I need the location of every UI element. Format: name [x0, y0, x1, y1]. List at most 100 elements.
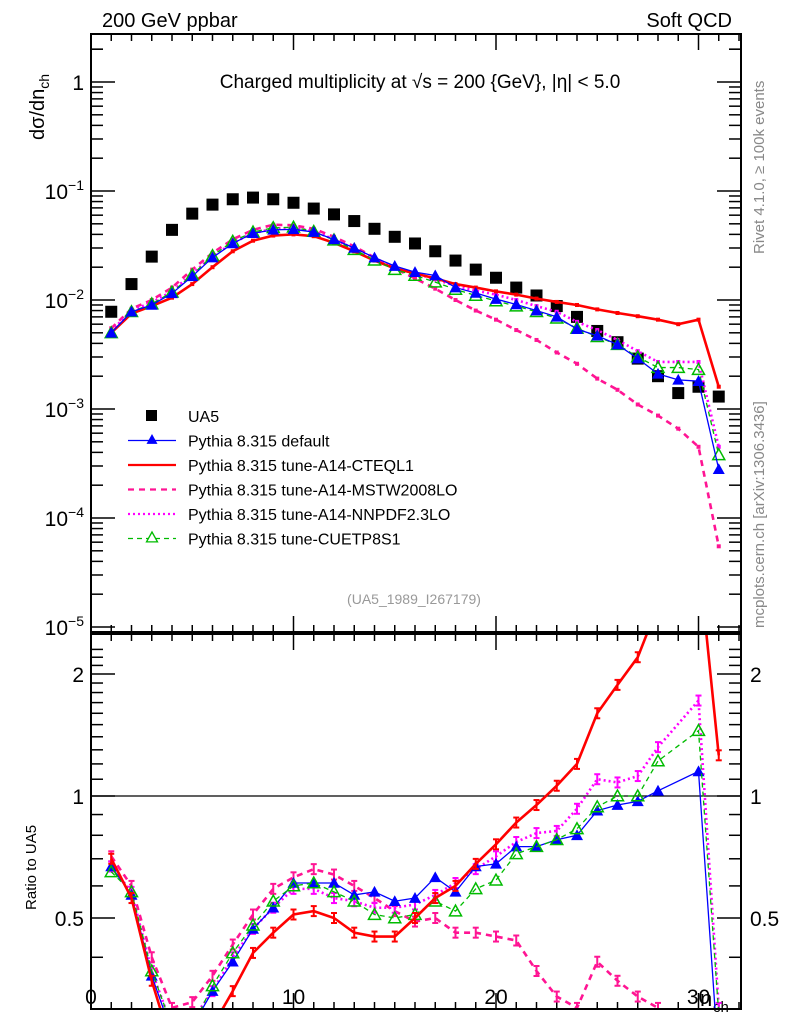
y-tick-label-left: 1 — [72, 786, 84, 809]
data-point-triangle — [125, 305, 138, 317]
ratio-line-1 — [110, 635, 721, 1008]
x-tick-label: 20 — [484, 986, 507, 1009]
ratio-line-0 — [110, 770, 716, 1008]
data-point-triangle — [368, 251, 381, 263]
data-point — [413, 276, 417, 281]
ratio-point-triangle-open — [265, 893, 281, 907]
ua5-data-point — [469, 263, 482, 276]
data-point — [251, 238, 255, 243]
y-tick-label-right: 2 — [750, 664, 762, 687]
data-point-triangle — [429, 269, 442, 281]
ratio-series-group — [103, 635, 722, 1008]
data-point-triangle — [166, 287, 178, 299]
data-point — [595, 307, 600, 312]
data-point — [716, 384, 721, 389]
ua5-data-point — [166, 223, 178, 236]
header-left-label: 200 GeV ppbar — [102, 10, 238, 32]
x-tick-label: 30 — [687, 986, 710, 1009]
data-point — [635, 314, 640, 319]
data-point-triangle — [652, 367, 664, 379]
data-point — [514, 328, 519, 333]
ratio-line-2 — [110, 855, 661, 1008]
data-point-triangle — [611, 338, 624, 350]
legend-label: UA5 — [188, 409, 219, 426]
ratio-point-triangle-open — [691, 723, 706, 737]
ua5-data-point — [490, 271, 502, 284]
ua5-data-point — [672, 387, 685, 400]
legend-marker-triangle — [146, 434, 158, 444]
data-point-triangle — [571, 323, 583, 334]
reference-label: (UA5_1989_I267179) — [347, 591, 481, 607]
ratio-point-triangle — [611, 799, 624, 810]
ratio-point-triangle — [368, 885, 381, 897]
ua5-data-point — [307, 202, 320, 215]
data-point — [635, 402, 640, 407]
ratio-point-triangle — [571, 829, 583, 841]
ratio-point-triangle-open — [326, 884, 342, 898]
ratio-point-triangle-open — [448, 903, 463, 917]
data-point-triangle-open — [427, 274, 443, 288]
data-point-triangle — [469, 286, 482, 298]
data-point-triangle — [287, 223, 300, 235]
ratio-point-triangle-open — [589, 799, 605, 813]
series-line-2 — [110, 233, 720, 388]
ua5-data-point — [409, 237, 421, 250]
y-tick-label: 10−1 — [45, 177, 85, 204]
x-axis-label: n ch — [700, 986, 729, 1016]
data-point — [716, 544, 721, 549]
ratio-point-triangle — [226, 955, 239, 967]
ratio-point-triangle — [652, 784, 664, 796]
ua5-data-point — [105, 305, 118, 318]
legend-label: Pythia 8.315 tune-CUETP8S1 — [188, 532, 401, 549]
ua5-data-point — [449, 254, 462, 267]
y-tick-label: 10−2 — [45, 286, 85, 313]
ratio-line-3 — [110, 697, 721, 1008]
ratio-point-triangle-open — [508, 846, 524, 860]
data-point-triangle — [267, 223, 280, 235]
main-title: Charged multiplicity at √s = 200 {GeV}, … — [220, 72, 621, 93]
ratio-point-triangle-open — [387, 910, 403, 924]
ratio-point-triangle-open — [549, 832, 565, 846]
data-point-triangle — [247, 227, 259, 239]
data-point-triangle — [105, 326, 118, 338]
legend-marker-triangle-open — [145, 530, 159, 543]
ratio-line-4 — [110, 729, 719, 1008]
data-point-triangle — [631, 352, 644, 364]
ua5-data-point — [125, 278, 138, 291]
ratio-point-triangle-open — [569, 821, 585, 835]
data-point-triangle — [388, 260, 401, 271]
ratio-point-triangle-open — [103, 864, 119, 878]
legend: UA5 Pythia 8.315 default Pythia 8.315 tune… — [128, 409, 457, 549]
ratio-point-triangle — [429, 871, 442, 883]
data-point — [615, 310, 620, 315]
svg-text:n: n — [700, 986, 712, 1011]
data-point — [534, 337, 539, 342]
data-point-triangle — [328, 233, 340, 245]
data-point-triangle — [490, 293, 502, 304]
ua5-data-point — [348, 215, 361, 228]
ua5-data-point — [287, 196, 300, 209]
y-tick-label-right: 0.5 — [750, 908, 779, 931]
data-point-triangle — [409, 266, 421, 277]
data-point — [554, 350, 559, 355]
data-point — [676, 426, 681, 431]
data-point-triangle — [692, 375, 705, 386]
ratio-point-triangle — [490, 857, 502, 869]
ua5-data-point — [510, 281, 523, 294]
ua5-data-point — [712, 390, 725, 403]
ratio-point-triangle-open — [346, 893, 362, 907]
ratio-point-triangle — [409, 892, 421, 903]
legend-label: Pythia 8.315 tune-A14-CTEQL1 — [188, 458, 414, 475]
legend-label: Pythia 8.315 tune-A14-NNPDF2.3LO — [188, 507, 450, 524]
ratio-point-triangle-open — [468, 881, 484, 895]
ratio-point-triangle-open — [529, 839, 544, 853]
data-point — [696, 317, 701, 322]
data-point-triangle — [186, 270, 199, 282]
ratio-point-triangle-open — [286, 878, 301, 892]
data-point — [210, 265, 215, 270]
data-point — [473, 308, 478, 313]
ratio-point-triangle-open — [245, 917, 261, 931]
main-ylabel: dσ/dnch — [27, 74, 52, 140]
data-point-triangle — [307, 226, 320, 237]
